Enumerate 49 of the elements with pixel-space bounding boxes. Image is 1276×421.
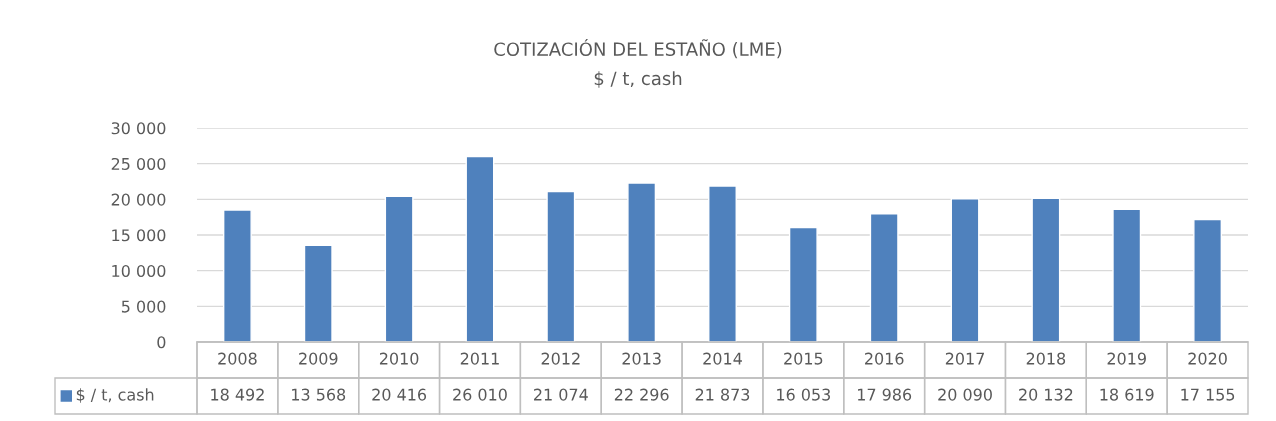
x-tick-label: 2020 — [1188, 352, 1227, 365]
data-label: 18 619 — [1100, 388, 1154, 401]
bar — [627, 182, 657, 342]
data-label: 17 986 — [858, 388, 912, 401]
legend-label: $ / t, cash — [76, 388, 154, 403]
y-tick-label: 10 000 — [112, 264, 166, 277]
data-label: 26 010 — [453, 388, 507, 401]
y-tick-label: 20 000 — [111, 193, 166, 206]
bar — [222, 209, 252, 342]
chart-subtitle: $ / t, cash — [594, 71, 682, 88]
bar — [1193, 218, 1223, 342]
x-tick-label: 2015 — [784, 352, 823, 365]
data-label: 22 296 — [614, 388, 669, 401]
data-label: 20 132 — [1019, 388, 1073, 401]
data-label: 16 053 — [777, 388, 831, 401]
x-tick-label: 2013 — [622, 352, 661, 365]
x-tick-label: 2011 — [460, 352, 499, 365]
y-tick-label: 25 000 — [111, 157, 166, 170]
x-tick-label: 2016 — [865, 352, 904, 365]
bar — [303, 244, 333, 342]
y-tick-label: 30 000 — [111, 122, 166, 135]
x-tick-label: 2014 — [703, 352, 742, 365]
y-tick-label: 0 — [157, 336, 166, 349]
x-tick-label: 2010 — [379, 352, 419, 365]
bar — [384, 195, 414, 342]
bar — [1031, 197, 1061, 342]
x-tick-label: 2009 — [299, 352, 338, 365]
bar — [950, 197, 980, 342]
bar — [869, 213, 899, 342]
bar — [465, 155, 495, 342]
chart-title: COTIZACIÓN DEL ESTAÑO (LME) — [494, 39, 782, 59]
data-label: 21 873 — [695, 388, 750, 401]
y-tick-label: 5 000 — [121, 300, 166, 313]
data-label: 20 090 — [938, 388, 992, 401]
data-label: 18 492 — [211, 388, 264, 401]
x-tick-label: 2017 — [945, 352, 984, 365]
bar — [708, 185, 737, 342]
data-label: 20 416 — [372, 388, 427, 401]
data-label: 13 568 — [292, 388, 346, 401]
data-label: 21 074 — [534, 388, 588, 401]
x-tick-label: 2018 — [1026, 352, 1066, 365]
bar — [546, 190, 576, 342]
bar — [1112, 208, 1142, 342]
x-tick-label: 2019 — [1107, 352, 1146, 365]
data-label: 17 155 — [1181, 388, 1235, 401]
x-tick-label: 2008 — [218, 352, 257, 365]
y-tick-label: 15 000 — [112, 229, 166, 242]
bar — [788, 226, 818, 342]
x-tick-label: 2012 — [541, 352, 580, 365]
